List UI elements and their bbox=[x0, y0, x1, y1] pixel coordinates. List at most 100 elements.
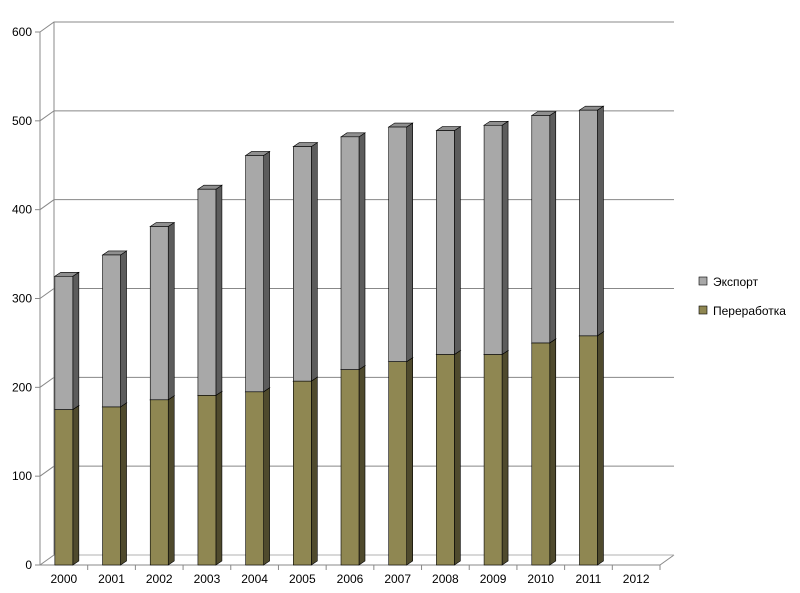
bar-export-side bbox=[263, 150, 270, 393]
bar-processing-front bbox=[245, 391, 264, 566]
bar-processing-front bbox=[102, 406, 121, 566]
bar-processing-side bbox=[72, 404, 80, 566]
y-tick-label: 500 bbox=[12, 114, 32, 128]
bar-export-front bbox=[388, 126, 407, 362]
bar-processing-front bbox=[531, 342, 551, 566]
bar-export bbox=[435, 126, 462, 356]
bar-processing-side bbox=[167, 395, 175, 566]
legend-swatch-processing bbox=[698, 305, 708, 315]
bar-processing-side bbox=[215, 390, 223, 566]
bar-stack-2002 bbox=[149, 221, 176, 566]
gridline-600 bbox=[39, 21, 674, 33]
bar-processing bbox=[530, 338, 557, 566]
bar-export-side bbox=[167, 221, 175, 401]
x-tick-label: 2006 bbox=[337, 572, 364, 586]
x-tick-label: 2009 bbox=[480, 572, 507, 586]
gridline-200 bbox=[39, 376, 674, 388]
y-tick-label: 0 bbox=[25, 558, 32, 572]
bar-export-front bbox=[149, 226, 169, 401]
gridline-500 bbox=[39, 110, 674, 122]
bar-processing bbox=[244, 387, 271, 566]
bar-stack-2006 bbox=[340, 132, 366, 566]
bar-export-front bbox=[54, 275, 74, 410]
bar-export-front bbox=[531, 115, 551, 344]
legend-label-processing: Переработка bbox=[713, 304, 786, 318]
bar-processing bbox=[435, 349, 462, 566]
bar-export-front bbox=[340, 136, 360, 370]
bar-processing-side bbox=[311, 376, 318, 566]
bar-export-front bbox=[483, 124, 503, 355]
x-tick-label: 2011 bbox=[576, 572, 602, 586]
bar-export bbox=[483, 120, 510, 356]
bar-export-front bbox=[197, 188, 217, 396]
bar-export-side bbox=[597, 105, 604, 337]
y-tick-label: 600 bbox=[12, 25, 32, 39]
bar-processing bbox=[196, 390, 223, 566]
x-tick-label: 2001 bbox=[98, 572, 125, 586]
bar-export-side bbox=[406, 122, 413, 363]
bar-processing bbox=[292, 376, 319, 566]
bar-export-side bbox=[215, 184, 223, 396]
bar-export-front bbox=[102, 254, 121, 408]
bar-export-side bbox=[311, 142, 318, 382]
bar-processing-side bbox=[597, 331, 604, 566]
gridlines bbox=[39, 21, 674, 477]
bar-processing-front bbox=[436, 354, 455, 566]
bar-processing-side bbox=[406, 357, 413, 566]
bar-export-side bbox=[358, 132, 366, 371]
bar-processing-front bbox=[54, 409, 74, 566]
bar-stack-2001 bbox=[101, 250, 128, 566]
bar-stack-2007 bbox=[387, 122, 414, 566]
y-axis: 0 100 200 300 400 500 600 bbox=[12, 25, 40, 572]
floor-left-edge bbox=[39, 554, 55, 566]
x-tick-label: 2004 bbox=[241, 572, 268, 586]
gridline-300 bbox=[39, 288, 674, 299]
bar-export bbox=[387, 122, 414, 363]
floor-right-edge bbox=[659, 554, 675, 566]
bar-processing-side bbox=[549, 338, 557, 566]
bar-export bbox=[149, 221, 176, 401]
bar-export-side bbox=[501, 120, 509, 356]
bar-export bbox=[53, 271, 80, 411]
legend-label-export: Экспорт bbox=[713, 275, 759, 289]
bar-processing-front bbox=[197, 395, 217, 566]
bar-processing-front bbox=[388, 361, 407, 566]
bar-stack-2003 bbox=[196, 184, 223, 566]
bar-processing-side bbox=[358, 365, 366, 566]
x-tick-label: 2008 bbox=[432, 572, 459, 586]
y-tick-label: 200 bbox=[12, 380, 32, 394]
bar-stack-2009 bbox=[483, 120, 510, 566]
y-tick-label: 100 bbox=[12, 469, 32, 483]
y-tick-label: 400 bbox=[12, 203, 32, 217]
bar-processing-front bbox=[293, 380, 312, 566]
bar-export bbox=[530, 110, 557, 344]
bar-export-side bbox=[72, 271, 80, 411]
bar-stack-2000 bbox=[53, 271, 80, 566]
bar-processing bbox=[149, 395, 176, 566]
bar-export bbox=[196, 184, 223, 396]
bar-stack-2005 bbox=[292, 142, 319, 566]
bar-processing-side bbox=[263, 387, 270, 566]
bar-processing bbox=[483, 349, 510, 566]
bar-export-front bbox=[293, 146, 312, 382]
bar-export bbox=[340, 132, 366, 371]
x-tick-label: 2007 bbox=[384, 572, 411, 586]
x-tick-label: 2010 bbox=[527, 572, 554, 586]
bar-export-front bbox=[579, 109, 598, 337]
legend: Экспорт Переработка bbox=[698, 275, 786, 318]
bar-processing bbox=[340, 365, 366, 566]
bar-stack-2008 bbox=[435, 126, 462, 566]
x-tick-label: 2005 bbox=[289, 572, 316, 586]
bar-processing-front bbox=[579, 335, 598, 566]
bar-export bbox=[101, 250, 128, 408]
bar-processing bbox=[101, 402, 128, 566]
bar-export bbox=[244, 150, 271, 393]
bar-processing-front bbox=[483, 354, 503, 566]
x-tick-label: 2012 bbox=[623, 572, 650, 586]
legend-swatch-export bbox=[698, 276, 708, 286]
bar-stack-2011 bbox=[578, 105, 605, 566]
bar-export bbox=[578, 105, 605, 337]
bar-export-side bbox=[120, 250, 127, 408]
bar-processing bbox=[53, 404, 80, 566]
